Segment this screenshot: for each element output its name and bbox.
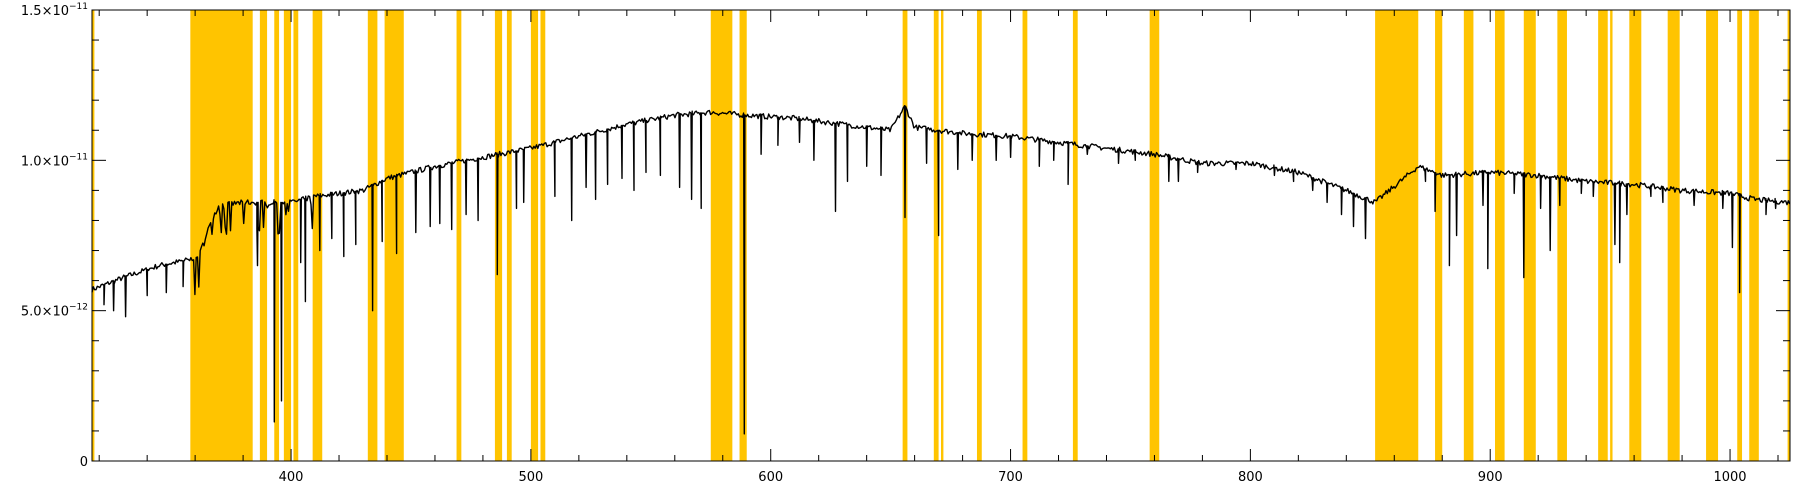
- axes-frame: [91, 9, 1791, 462]
- x-tick-label: 900: [1478, 470, 1503, 485]
- masked-band: [1022, 10, 1028, 461]
- x-tick-label: 800: [1238, 470, 1263, 485]
- masked-band: [941, 10, 944, 461]
- y-tick-label: 0: [80, 455, 88, 470]
- masked-band: [1463, 10, 1474, 461]
- masked-band: [274, 10, 280, 461]
- y-tick-label: 1.0×10−11: [21, 152, 88, 169]
- masked-band: [540, 10, 546, 461]
- masked-band: [1749, 10, 1759, 461]
- masked-band: [506, 10, 512, 461]
- x-tick-label: 600: [758, 470, 783, 485]
- plot-frame: [91, 9, 1791, 462]
- masked-band: [312, 10, 323, 461]
- masked-band: [902, 10, 908, 461]
- masked-band: [1610, 10, 1613, 461]
- y-tick-label: 5.0×10−12: [21, 303, 88, 320]
- y-tick-label: 1.5×10−11: [21, 2, 88, 19]
- masked-band: [1149, 10, 1160, 461]
- x-tick-label: 500: [518, 470, 543, 485]
- masked-band: [710, 10, 733, 461]
- masked-band: [1598, 10, 1608, 461]
- masked-band: [1375, 10, 1419, 461]
- masked-band: [1435, 10, 1443, 461]
- masked-band: [1523, 10, 1536, 461]
- masked-band: [190, 10, 253, 461]
- masked-band: [933, 10, 939, 461]
- masked-band: [1629, 10, 1642, 461]
- masked-band: [1667, 10, 1680, 461]
- y-axis-ticks: 0 5.0×10−12 1.0×10−11 1.5×10−11: [21, 2, 1790, 470]
- x-axis-ticks: 400 500 600 700 800 900 1000: [98, 10, 1779, 485]
- masked-band: [384, 10, 404, 461]
- x-tick-label: 700: [998, 470, 1023, 485]
- masked-band: [1557, 10, 1567, 461]
- masked-band: [1706, 10, 1719, 461]
- masked-band: [1495, 10, 1505, 461]
- masked-wavelength-bands: [92, 10, 1790, 461]
- masked-band: [530, 10, 539, 461]
- masked-band: [1072, 10, 1078, 461]
- masked-band: [494, 10, 503, 461]
- masked-band: [456, 10, 462, 461]
- masked-band: [739, 10, 747, 461]
- spectrum-line: [91, 105, 1791, 435]
- masked-band: [283, 10, 292, 461]
- x-tick-label: 400: [279, 470, 304, 485]
- x-tick-label: 1000: [1713, 470, 1746, 485]
- spectrum-trace: [91, 105, 1791, 435]
- masked-band: [259, 10, 268, 461]
- masked-band: [976, 10, 982, 461]
- masked-band: [293, 10, 299, 461]
- masked-band: [1787, 10, 1790, 461]
- masked-band: [92, 10, 95, 461]
